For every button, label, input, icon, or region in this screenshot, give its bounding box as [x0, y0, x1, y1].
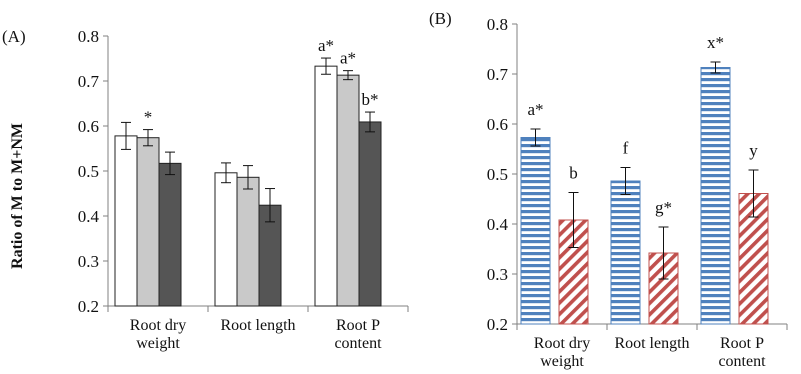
significance-label: f — [623, 139, 629, 158]
y-tick-label: 0.3 — [78, 252, 99, 271]
category-label: Root length — [220, 317, 295, 334]
bar — [520, 137, 551, 325]
bar — [236, 176, 260, 307]
bar — [700, 67, 731, 325]
y-tick-label: 0.6 — [487, 115, 508, 134]
panel-label-a: (A) — [2, 27, 26, 46]
category-label: Root P — [720, 335, 764, 352]
significance-label: y — [749, 141, 758, 160]
chart-b: (B) 0.2 0.3 0.4 0.5 0.6 0.7 0.8 a* f x* b g* y Root… — [429, 9, 788, 370]
y-tick-label: 0.8 — [78, 27, 99, 46]
y-tick-label: 0.5 — [487, 165, 508, 184]
y-tick-label: 0.7 — [78, 72, 100, 91]
y-tick-label: 0.2 — [78, 297, 99, 316]
bar — [314, 65, 338, 307]
y-tick-labels-b: 0.2 0.3 0.4 0.5 0.6 0.7 0.8 — [487, 15, 509, 334]
significance-label: b* — [362, 90, 379, 109]
bar — [610, 180, 641, 325]
panel-label-b: (B) — [429, 9, 452, 28]
significance-label: a* — [318, 36, 334, 55]
y-tick-label: 0.7 — [487, 65, 509, 84]
significance-label: x* — [707, 33, 724, 52]
y-tick-label: 0.6 — [78, 117, 99, 136]
bars-b: a* f x* b g* y — [520, 33, 769, 325]
category-label: weight — [540, 353, 584, 370]
y-axis-title-a: Ratio of M to M+NM — [9, 123, 26, 269]
y-tick-label: 0.3 — [487, 265, 508, 284]
category-label: Root P — [336, 317, 380, 334]
category-label: Root length — [614, 335, 689, 352]
bar — [114, 135, 138, 307]
bar — [336, 74, 360, 307]
category-label: Root dry — [130, 317, 186, 334]
significance-label: b — [569, 164, 578, 183]
y-tick-label: 0.8 — [487, 15, 508, 34]
bar — [158, 162, 182, 307]
y-tick-labels-a: 0.2 0.3 0.4 0.5 0.6 0.7 0.8 — [78, 27, 100, 316]
significance-label: a* — [340, 49, 356, 68]
category-label: Root dry — [534, 335, 590, 352]
y-tick-label: 0.5 — [78, 162, 99, 181]
chart-a: (A) Ratio of M to M+NM 0.20.30.40.50.60.… — [2, 27, 409, 352]
y-tick-label: 0.4 — [487, 215, 509, 234]
bar — [136, 137, 160, 307]
bars-a: a* * a* b* — [114, 36, 382, 307]
significance-label: * — [144, 108, 153, 127]
y-tick-label: 0.4 — [78, 207, 100, 226]
y-tick-label: 0.2 — [487, 315, 508, 334]
significance-label: g* — [655, 198, 672, 217]
bar — [214, 172, 238, 307]
category-label: content — [334, 335, 382, 352]
category-label: content — [718, 353, 766, 370]
category-label: weight — [136, 335, 180, 352]
bar — [358, 121, 382, 307]
significance-label: a* — [527, 100, 543, 119]
